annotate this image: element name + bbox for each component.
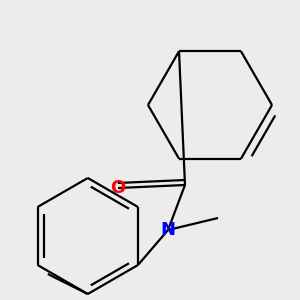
- Text: N: N: [160, 221, 175, 239]
- Text: O: O: [110, 179, 126, 197]
